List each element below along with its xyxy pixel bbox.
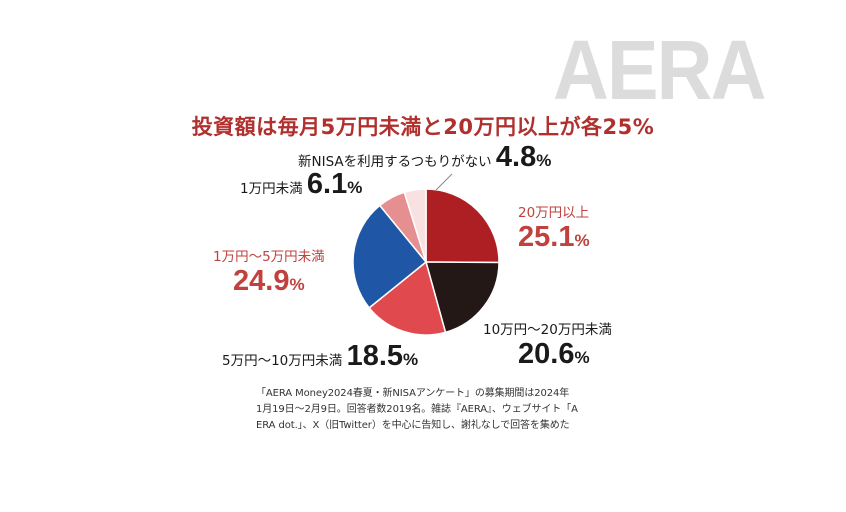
leader-line-no-nisa: [435, 173, 453, 191]
value-no-nisa: 4.8: [495, 141, 537, 173]
label-100k-200k-text: 10万円〜20万円未満: [483, 322, 612, 338]
note-line-3: ERA dot.」、X（旧Twitter）を中心に告知し、謝礼なしで回答を集めた: [256, 420, 570, 431]
label-under-10k: 1万円未満 6.1%: [240, 168, 362, 201]
pct-under-10k: %: [347, 178, 363, 197]
slice-200k-plus: [425, 188, 500, 264]
value-10k-50k: 24.9: [233, 265, 290, 297]
slice-no-nisa: [403, 188, 427, 263]
chart-title: 投資額は毎月5万円未満と20万円以上が各25%: [191, 115, 655, 139]
label-no-nisa: 新NISAを利用するつもりがない 4.8%: [298, 141, 551, 174]
note-line-1: 「AERA Money2024春夏・新NISAアンケート」の募集期間は2024年: [256, 388, 570, 399]
pct-200k-plus: %: [574, 231, 590, 250]
aera-logo: AERA: [553, 23, 766, 117]
label-under-10k-text: 1万円未満: [240, 181, 303, 197]
label-200k-plus: 20万円以上 25.1%: [518, 201, 590, 254]
slice-50k-100k: [368, 260, 447, 336]
value-under-10k: 6.1: [306, 168, 348, 200]
value-50k-100k: 18.5: [346, 340, 404, 372]
label-10k-50k-text: 1万円〜5万円未満: [213, 249, 325, 265]
value-100k-200k: 20.6: [518, 338, 575, 370]
pct-50k-100k: %: [403, 350, 419, 369]
note-line-2: 1月19日〜2月9日。回答者数2019名。雑誌『AERA』、ウェブサイト「A: [256, 404, 578, 415]
pct-100k-200k: %: [574, 348, 590, 367]
slice-100k-200k: [425, 261, 500, 334]
label-50k-100k: 5万円〜10万円未満 18.5%: [222, 340, 418, 373]
label-200k-plus-text: 20万円以上: [518, 205, 590, 221]
pct-no-nisa: %: [536, 151, 552, 170]
slice-10k-50k: [352, 204, 428, 309]
survey-note: 「AERA Money2024春夏・新NISAアンケート」の募集期間は2024年…: [256, 386, 586, 434]
label-10k-50k: 1万円〜5万円未満 24.9%: [213, 245, 325, 298]
pct-10k-50k: %: [289, 275, 305, 294]
label-100k-200k: 10万円〜20万円未満 20.6%: [483, 318, 612, 371]
value-200k-plus: 25.1: [518, 221, 575, 253]
label-50k-100k-text: 5万円〜10万円未満: [222, 353, 343, 369]
label-no-nisa-text: 新NISAを利用するつもりがない: [298, 154, 492, 170]
